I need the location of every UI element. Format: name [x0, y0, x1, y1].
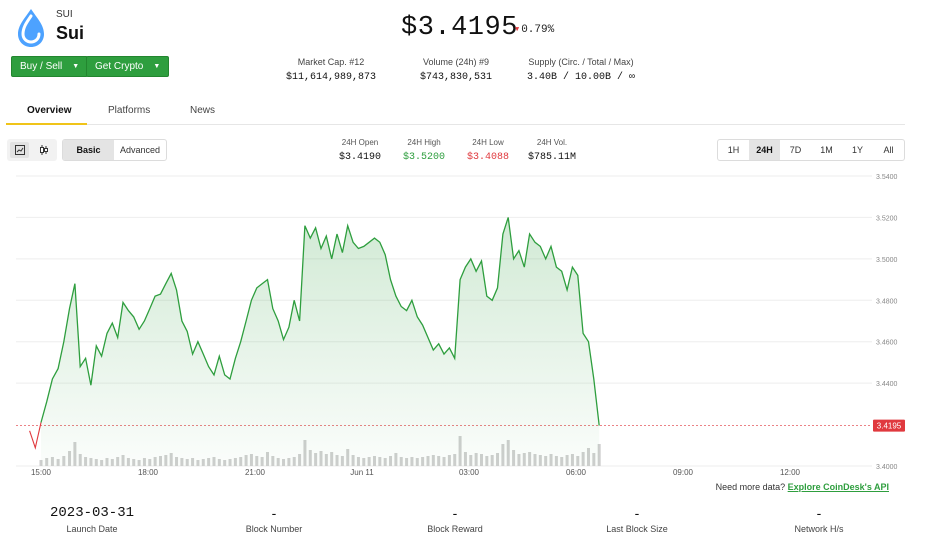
- active-tab-indicator: [6, 123, 87, 125]
- x-tick-label: 03:00: [459, 468, 480, 477]
- stat-value: -: [634, 505, 640, 521]
- x-tick-label: 12:00: [780, 468, 801, 477]
- tab-overview[interactable]: Overview: [27, 105, 72, 116]
- x-tick-label: 15:00: [31, 468, 52, 477]
- y-tick-label: 3.5200: [876, 215, 898, 222]
- price-area-fill: [41, 217, 600, 466]
- stat-value: 2023-03-31: [49, 505, 134, 521]
- sui-logo-icon: [18, 9, 44, 47]
- stat-label: Network H/s: [794, 524, 844, 534]
- block-number-stat: - Block Number: [224, 505, 324, 534]
- current-price-tag: 3.4195: [873, 419, 905, 432]
- start-dip-line: [29, 422, 42, 450]
- range-1h-button[interactable]: 1H: [727, 145, 740, 155]
- chevron-down-icon: ▼: [72, 63, 80, 70]
- ohlc-value: $3.5200: [402, 152, 445, 163]
- last-block-size-stat: - Last Block Size: [587, 505, 687, 534]
- y-tick-label: 3.4800: [876, 298, 898, 305]
- buy-sell-button[interactable]: Buy / Sell ▼: [11, 56, 89, 77]
- y-tick-label: 3.4000: [876, 464, 898, 471]
- x-axis-ticks: 15:00 18:00 21:00 Jun 11 03:00 06:00 09:00 12:0…: [31, 468, 801, 477]
- volume-stat: Volume (24h) #9 $743,830,531: [410, 57, 502, 83]
- coindesk-api-link[interactable]: Explore CoinDesk's API: [787, 482, 889, 492]
- ohlc-value: $3.4088: [466, 152, 509, 163]
- chart-type-toggle: [7, 139, 57, 161]
- range-24h-button[interactable]: 24H: [749, 140, 780, 160]
- price-change-value: 0.79%: [521, 24, 555, 36]
- supply-stat: Supply (Circ. / Total / Max) 3.40B / 10.…: [524, 57, 638, 83]
- ohlc-label: 24H Vol.: [536, 138, 568, 147]
- stat-label: Market Cap. #12: [297, 57, 365, 67]
- stat-value: -: [452, 505, 458, 521]
- ohlc-value: $3.4190: [338, 152, 381, 163]
- mode-basic-button[interactable]: Basic: [63, 140, 115, 160]
- stat-value: -: [271, 505, 277, 521]
- stat-label: Volume (24h) #9: [422, 57, 490, 67]
- stat-label: Supply (Circ. / Total / Max): [528, 57, 634, 67]
- buy-sell-label: Buy / Sell: [20, 61, 63, 72]
- price-change: ▼ 0.79%: [515, 24, 554, 36]
- current-price-tag-label: 3.4195: [877, 422, 902, 431]
- stat-value: -: [816, 505, 822, 521]
- x-tick-label: 18:00: [138, 468, 159, 477]
- stat-label: Block Number: [245, 524, 303, 534]
- x-tick-label: 09:00: [673, 468, 694, 477]
- tab-news[interactable]: News: [190, 105, 216, 116]
- ohlc-label: 24H Open: [341, 138, 379, 147]
- y-axis-ticks: 3.5400 3.5200 3.5000 3.4800 3.4600 3.4400 3.40…: [876, 174, 898, 471]
- range-all-button[interactable]: All: [883, 145, 894, 155]
- ohlc-label: 24H High: [407, 138, 441, 147]
- ohlc-value: $785.11M: [527, 152, 576, 163]
- coin-name: Sui: [56, 23, 85, 43]
- coin-ticker: SUI: [56, 9, 73, 20]
- stat-label: Launch Date: [66, 524, 118, 534]
- current-price: $3.4195: [401, 13, 518, 43]
- launch-date-stat: 2023-03-31 Launch Date: [42, 505, 142, 534]
- y-tick-label: 3.5400: [876, 174, 898, 181]
- ohlc-open: 24H Open $3.4190: [330, 138, 390, 163]
- price-chart[interactable]: 3.5400 3.5200 3.5000 3.4800 3.4600 3.4400 3.40…: [0, 168, 929, 480]
- y-tick-label: 3.4600: [876, 340, 898, 347]
- stat-label: Block Reward: [427, 524, 483, 534]
- range-7d-button[interactable]: 7D: [789, 145, 802, 155]
- tab-platforms[interactable]: Platforms: [108, 105, 151, 116]
- ohlc-label: 24H Low: [472, 138, 504, 147]
- candlestick-icon[interactable]: [34, 142, 53, 158]
- get-crypto-button[interactable]: Get Crypto ▼: [86, 56, 170, 77]
- price-line: [40, 217, 600, 426]
- chevron-down-icon: ▼: [153, 63, 161, 70]
- get-crypto-label: Get Crypto: [95, 61, 144, 72]
- x-tick-label: 21:00: [245, 468, 266, 477]
- more-data-note: Need more data? Explore CoinDesk's API: [716, 482, 889, 492]
- stat-label: Last Block Size: [606, 524, 668, 534]
- stat-value: $11,614,989,873: [286, 72, 377, 83]
- line-chart-icon[interactable]: [10, 142, 29, 158]
- stat-value: $743,830,531: [419, 72, 492, 83]
- x-tick-label: Jun 11: [350, 468, 374, 477]
- range-1y-button[interactable]: 1Y: [851, 145, 863, 155]
- chart-mode-toggle: Basic Advanced: [62, 139, 167, 161]
- ohlc-high: 24H High $3.5200: [394, 138, 454, 163]
- y-tick-label: 3.5000: [876, 257, 898, 264]
- block-reward-stat: - Block Reward: [405, 505, 505, 534]
- range-1m-button[interactable]: 1M: [820, 145, 833, 155]
- mode-advanced-button[interactable]: Advanced: [119, 145, 161, 155]
- ohlc-volume: 24H Vol. $785.11M: [520, 138, 584, 163]
- network-hashrate-stat: - Network H/s: [769, 505, 869, 534]
- more-data-text: Need more data?: [715, 482, 786, 492]
- x-tick-label: 06:00: [566, 468, 587, 477]
- market-cap-stat: Market Cap. #12 $11,614,989,873: [286, 57, 376, 83]
- tab-bar: Overview Platforms News: [6, 98, 905, 125]
- time-range-selector: 1H 24H 7D 1M 1Y All: [717, 139, 905, 161]
- ohlc-low: 24H Low $3.4088: [458, 138, 518, 163]
- y-tick-label: 3.4400: [876, 381, 898, 388]
- stat-value: 3.40B / 10.00B / ∞: [526, 72, 636, 83]
- triangle-down-icon: ▼: [515, 26, 520, 34]
